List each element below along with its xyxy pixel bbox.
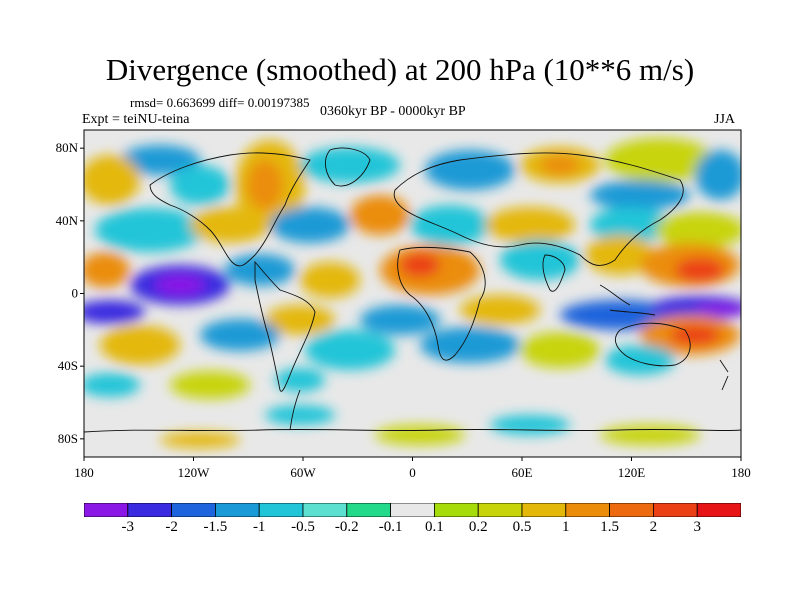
colorbar-label: 0.5 — [512, 519, 532, 535]
colorbar-label: 2 — [649, 519, 658, 535]
colorbar-label: 0.2 — [468, 519, 488, 535]
lon-tick-label: 120E — [618, 465, 646, 480]
lon-tick-label: 60W — [290, 465, 316, 480]
colorbar-swatch — [390, 503, 435, 517]
colorbar-label: -1 — [252, 519, 266, 535]
period-label: 0360kyr BP - 0000kyr BP — [320, 104, 466, 119]
colorbar-label: -2 — [165, 519, 178, 535]
colorbar-swatch — [433, 503, 479, 517]
lat-tick-label: 80S — [58, 431, 78, 446]
lat-tick-label: 40S — [58, 358, 78, 373]
colorbar-label: 1 — [562, 519, 570, 535]
colorbar-label: -0.1 — [378, 519, 403, 535]
lon-tick-label: 120W — [178, 465, 211, 480]
colorbar-swatch — [696, 503, 741, 517]
lon-tick-label: 180 — [74, 465, 94, 480]
colorbar-swatch — [477, 503, 523, 517]
colorbar-swatch — [609, 503, 654, 517]
colorbar-label: -1.5 — [203, 519, 228, 535]
experiment-label: Expt = teiNU-teina — [82, 112, 190, 127]
colorbar-swatch — [346, 503, 391, 517]
lon-tick-label: 180 — [731, 465, 751, 480]
lat-tick-label: 0 — [72, 286, 79, 301]
colorbar-swatch — [171, 503, 216, 517]
colorbar-swatch — [258, 503, 304, 517]
colorbar-swatch — [84, 503, 129, 517]
rmsd-diff-stats: rmsd= 0.663699 diff= 0.00197385 — [130, 95, 310, 110]
season-label: JJA — [714, 112, 736, 127]
colorbar-swatch — [653, 503, 698, 517]
lat-tick-label: 80N — [56, 140, 79, 155]
lat-tick-label: 40N — [56, 213, 79, 228]
colorbar-label: -0.5 — [291, 519, 315, 535]
colorbar-swatch — [214, 503, 260, 517]
colorbar — [84, 503, 741, 517]
lon-tick-label: 0 — [409, 465, 416, 480]
map-title: Divergence (smoothed) at 200 hPa (10**6 … — [105, 52, 695, 87]
colorbar-swatch — [127, 503, 172, 517]
colorbar-swatch — [565, 503, 610, 517]
colorbar-swatch — [521, 503, 567, 517]
colorbar-label: 3 — [693, 519, 701, 535]
colorbar-label: 0.1 — [425, 519, 444, 535]
divergence-field — [84, 138, 741, 448]
lon-tick-label: 60E — [512, 465, 533, 480]
colorbar-label: 1.5 — [600, 519, 619, 535]
coastlines — [84, 147, 741, 433]
colorbar-label: -3 — [121, 519, 135, 535]
colorbar-label: -0.2 — [334, 519, 359, 535]
colorbar-swatch — [302, 503, 348, 517]
